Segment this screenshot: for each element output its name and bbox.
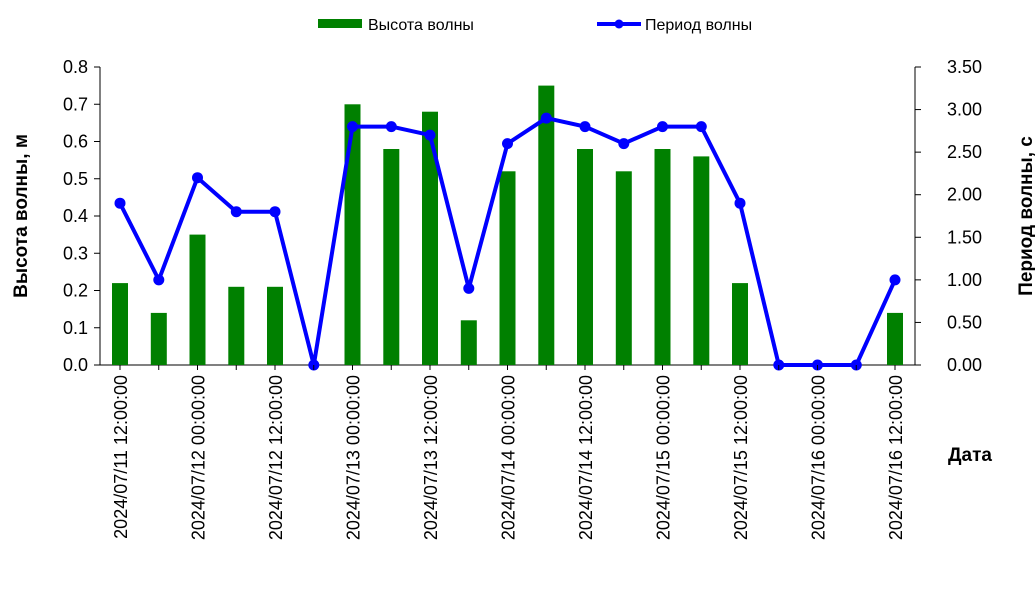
plot-area: 0.0 0.1 0.2 0.3 0.4 0.5 0.6 0.7 0.8 0.00 0.50 1.00… [63, 57, 982, 540]
bar [228, 286, 245, 365]
period-point [192, 172, 203, 184]
period-point [424, 129, 436, 141]
legend-label-height: Высота волны [368, 17, 474, 34]
legend: Высота волны Период волны [318, 17, 752, 34]
x-tick-label: 2024/07/14 12:00:00 [576, 375, 596, 540]
right-tick-label: 0.00 [947, 355, 982, 375]
bar [267, 286, 283, 365]
right-axis-title: Период волны, с [1016, 136, 1035, 296]
x-axis-title: Дата [948, 445, 992, 466]
bar-series [112, 85, 903, 366]
right-tick-label: 1.50 [947, 227, 982, 247]
right-tick-label: 3.50 [947, 57, 982, 77]
legend-swatch-period-marker [614, 19, 624, 29]
bar [693, 156, 710, 365]
period-point [230, 206, 242, 218]
right-tick-label: 2.00 [947, 185, 982, 205]
bar [887, 312, 903, 365]
bar [538, 85, 555, 365]
bar [150, 312, 167, 365]
x-tick-label: 2024/07/13 12:00:00 [421, 375, 441, 540]
bar [577, 149, 593, 365]
bar [383, 149, 400, 365]
right-tick-label: 3.00 [947, 100, 982, 120]
legend-label-period: Период волны [645, 17, 752, 34]
x-tick-label: 2024/07/13 00:00:00 [344, 375, 364, 540]
left-tick-label: 0.3 [63, 243, 88, 263]
right-axis-ticks: 0.00 0.50 1.00 1.50 2.00 2.50 3.00 3.50 [915, 57, 982, 375]
left-tick-label: 0.0 [63, 355, 88, 375]
period-point [269, 206, 281, 218]
period-point [889, 274, 901, 286]
bar [460, 320, 477, 365]
period-point [695, 121, 707, 133]
x-tick-label: 2024/07/16 00:00:00 [809, 375, 829, 540]
period-point [114, 197, 126, 209]
x-tick-label: 2024/07/15 00:00:00 [654, 375, 674, 540]
left-tick-label: 0.4 [63, 206, 88, 226]
x-tick-label: 2024/07/14 00:00:00 [499, 375, 519, 540]
left-tick-label: 0.7 [63, 94, 88, 114]
right-tick-label: 2.50 [947, 142, 982, 162]
bar [499, 171, 516, 365]
left-axis-title: Высота волны, м [11, 134, 32, 298]
period-point [463, 282, 475, 294]
bar [654, 149, 671, 365]
legend-swatch-height [318, 19, 362, 28]
x-tick-label: 2024/07/12 00:00:00 [189, 375, 209, 540]
period-point [579, 121, 591, 133]
bar [732, 283, 748, 365]
period-point [502, 138, 513, 150]
left-tick-label: 0.1 [63, 318, 88, 338]
bar [422, 111, 438, 365]
x-tick-label: 2024/07/15 12:00:00 [731, 375, 751, 540]
period-point [734, 197, 746, 209]
left-axis-ticks: 0.0 0.1 0.2 0.3 0.4 0.5 0.6 0.7 0.8 [63, 57, 100, 375]
line-series [114, 112, 901, 371]
period-point [657, 121, 668, 133]
x-axis-ticks: 2024/07/11 12:00:00 2024/07/12 00:00:00 20… [111, 365, 906, 540]
left-tick-label: 0.2 [63, 281, 88, 301]
period-point [153, 274, 165, 286]
x-tick-label: 2024/07/11 12:00:00 [111, 375, 131, 539]
bar [189, 234, 206, 365]
right-tick-label: 0.50 [947, 312, 982, 332]
period-point [618, 138, 630, 150]
left-tick-label: 0.8 [63, 57, 88, 77]
left-tick-label: 0.6 [63, 132, 88, 152]
period-point [540, 112, 552, 124]
period-point [385, 121, 397, 133]
bar [344, 104, 361, 366]
left-tick-label: 0.5 [63, 169, 88, 189]
period-point [347, 121, 358, 133]
bar [112, 283, 128, 365]
right-tick-label: 1.00 [947, 270, 982, 290]
x-tick-label: 2024/07/16 12:00:00 [886, 375, 906, 540]
bar [615, 171, 632, 365]
x-tick-label: 2024/07/12 12:00:00 [266, 375, 286, 540]
